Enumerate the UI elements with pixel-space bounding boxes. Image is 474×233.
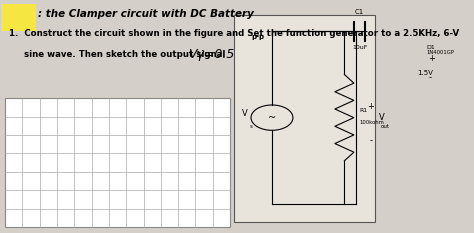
Text: C1: C1 — [355, 9, 364, 15]
Text: R1: R1 — [360, 108, 368, 113]
Text: -: - — [428, 73, 431, 82]
Text: +: + — [428, 55, 435, 63]
Text: p-p: p-p — [251, 34, 264, 40]
Text: +: + — [368, 102, 374, 111]
Text: 10uF: 10uF — [352, 45, 367, 50]
Text: ~: ~ — [268, 113, 276, 123]
Text: sine wave. Then sketch the output signal: sine wave. Then sketch the output signal — [9, 50, 225, 59]
Bar — [234, 15, 375, 223]
Text: V: V — [379, 113, 384, 122]
Text: out: out — [381, 124, 390, 129]
Text: 100kohm: 100kohm — [360, 120, 384, 125]
Text: Vγ=0.5: Vγ=0.5 — [188, 48, 235, 61]
FancyBboxPatch shape — [1, 4, 36, 31]
Polygon shape — [401, 43, 425, 57]
Text: -: - — [370, 136, 373, 145]
Text: 1.  Construct the circuit shown in the figure and Set the function generator to : 1. Construct the circuit shown in the fi… — [9, 29, 459, 38]
Bar — [5, 98, 230, 227]
Text: V: V — [241, 109, 247, 117]
Text: D1: D1 — [427, 45, 436, 50]
Text: 1N4001GP: 1N4001GP — [427, 51, 455, 55]
Text: : the Clamper circuit with DC Battery: : the Clamper circuit with DC Battery — [37, 9, 254, 19]
Text: s: s — [250, 124, 253, 129]
Text: 1.5V: 1.5V — [417, 70, 433, 76]
